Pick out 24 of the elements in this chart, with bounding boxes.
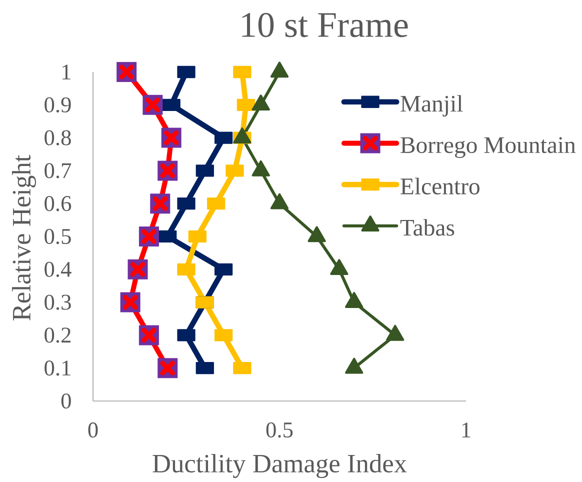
x-tick-label: 0 bbox=[88, 422, 98, 438]
y-tick-label: 0.9 bbox=[44, 97, 71, 112]
y-tick-label: 0.2 bbox=[44, 328, 70, 343]
legend-label: Tabas bbox=[400, 219, 454, 236]
x-tick-label: 0.5 bbox=[266, 422, 293, 438]
chart-title: 10 st Frame bbox=[242, 12, 408, 38]
legend-label: Elcentro bbox=[400, 178, 480, 194]
legend-label: Manjil bbox=[400, 95, 463, 117]
legend-label: Borrego Mountain bbox=[400, 137, 576, 158]
x-tick-label: 1 bbox=[462, 422, 470, 438]
y-tick-label: 0.6 bbox=[44, 196, 72, 212]
y-tick-label: 0.4 bbox=[44, 262, 72, 277]
point bbox=[177, 66, 196, 78]
y-tick-label: 0.7 bbox=[44, 163, 72, 178]
x-axis-title: Ductility Damage Index bbox=[152, 454, 407, 478]
point bbox=[233, 66, 252, 78]
y-tick-label: 0 bbox=[61, 393, 71, 409]
y-tick-label: 0.5 bbox=[44, 228, 71, 244]
y-axis-title: Relative Height bbox=[12, 154, 36, 320]
y-tick-label: 0.8 bbox=[44, 130, 71, 146]
y-tick-label: 1 bbox=[62, 64, 70, 80]
point bbox=[158, 230, 177, 243]
y-tick-label: 0.3 bbox=[44, 294, 71, 310]
y-tick-label: 0.1 bbox=[44, 360, 70, 376]
